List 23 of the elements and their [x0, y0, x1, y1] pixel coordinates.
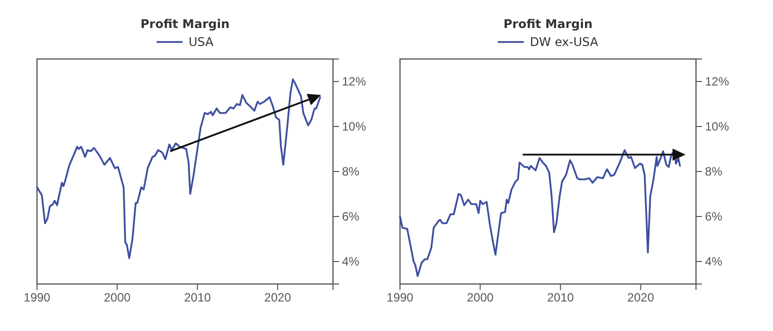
y-tick-label: 8% — [342, 164, 360, 178]
y-tick-label: 12% — [705, 74, 730, 88]
y-tick-label: 4% — [705, 254, 723, 268]
x-tick-label: 2020 — [627, 290, 654, 305]
x-tick-label: 1990 — [386, 290, 414, 305]
x-tick-label: 2010 — [547, 290, 574, 305]
y-tick-label: 6% — [705, 209, 723, 224]
y-tick-label: 4% — [342, 254, 360, 268]
y-tick-label: 8% — [705, 164, 723, 178]
x-tick-label: 1990 — [24, 290, 51, 305]
chart-title: Profit Margin — [140, 17, 230, 31]
legend-label: USA — [188, 35, 214, 49]
chart-title: Profit Margin — [504, 17, 592, 31]
x-tick-label: 2010 — [184, 290, 212, 305]
x-tick-label: 2020 — [264, 290, 292, 305]
y-tick-label: 6% — [342, 209, 360, 224]
legend-label: DW ex-USA — [530, 35, 599, 49]
y-tick-label: 12% — [342, 74, 366, 88]
x-tick-label: 2000 — [466, 290, 494, 305]
y-tick-label: 10% — [342, 119, 366, 134]
y-tick-label: 10% — [705, 119, 730, 134]
x-tick-label: 2000 — [104, 290, 131, 305]
line-series — [36, 78, 322, 260]
